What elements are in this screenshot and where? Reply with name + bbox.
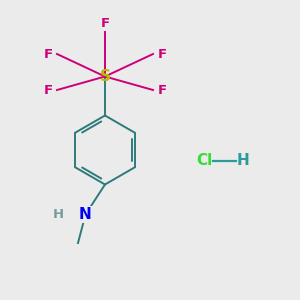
Text: F: F — [44, 47, 52, 61]
Text: N: N — [79, 207, 92, 222]
Text: F: F — [158, 83, 166, 97]
Text: S: S — [100, 69, 110, 84]
Text: Cl: Cl — [196, 153, 213, 168]
Text: F: F — [100, 17, 109, 30]
Text: H: H — [237, 153, 250, 168]
Text: H: H — [53, 208, 64, 221]
Text: F: F — [44, 83, 52, 97]
Text: F: F — [158, 47, 166, 61]
